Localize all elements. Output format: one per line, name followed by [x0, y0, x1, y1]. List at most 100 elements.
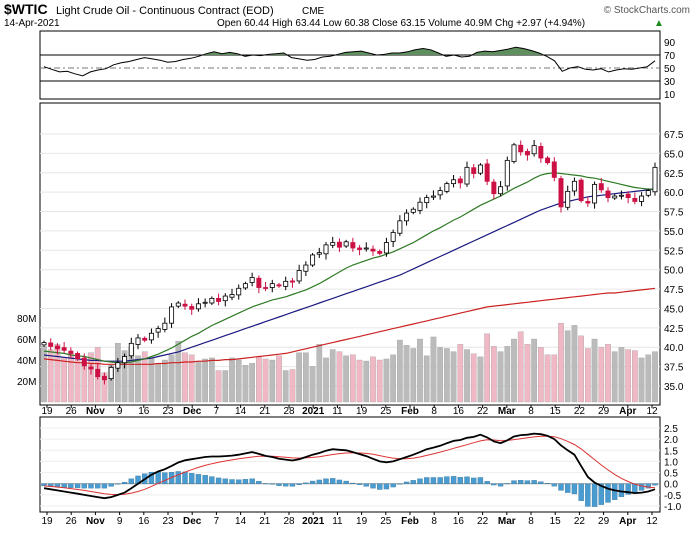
candle-body	[457, 178, 463, 184]
x-axis-label: 8	[528, 516, 534, 527]
volume-bar	[370, 356, 376, 403]
candle	[323, 242, 329, 260]
x-axis-label: 21	[259, 516, 271, 527]
volume-tick-label: 40M	[17, 356, 36, 367]
volume-bar	[68, 353, 74, 403]
macd-histogram-bar	[450, 476, 457, 484]
volume-bar	[430, 336, 437, 403]
x-axis-label: 7	[214, 406, 220, 417]
candle	[612, 194, 618, 200]
candle-body	[545, 157, 551, 164]
macd-histogram-bar	[558, 483, 564, 491]
x-axis-lower: 19 26 Nov 9 16 23 Dec 7 14 21 28 2021 11 19 25 Feb 8 16 22…	[41, 512, 658, 527]
volume-bar	[632, 350, 638, 403]
candle	[216, 293, 222, 306]
macd-histogram-bar	[497, 483, 504, 487]
x-axis-label: 16	[138, 516, 150, 527]
volume-bar	[74, 359, 81, 403]
candle-body	[175, 302, 181, 307]
candle	[336, 238, 342, 252]
candle-body	[263, 287, 269, 289]
chart-header: $WTIC Light Crude Oil - Continuous Contr…	[4, 1, 690, 29]
exchange-label: CME	[302, 6, 325, 17]
watermark: © StockCharts.com	[604, 5, 690, 16]
candle-body	[48, 342, 54, 347]
macd-histogram-bar	[598, 483, 604, 505]
candle-body	[410, 208, 416, 213]
candle-body	[639, 195, 645, 202]
candle-body	[370, 248, 376, 252]
macd-histogram-bar	[538, 481, 544, 484]
candle-body	[310, 254, 316, 266]
price-tick-label: 50.0	[664, 266, 684, 277]
candle-body	[256, 277, 262, 288]
candle-body	[498, 186, 504, 195]
candle	[142, 336, 148, 343]
volume-bar	[437, 347, 443, 403]
volume-bar	[215, 370, 222, 403]
candle	[202, 298, 208, 308]
candle-body	[477, 164, 483, 174]
candle	[61, 341, 67, 354]
candle-body	[471, 167, 477, 174]
instrument-name: Light Crude Oil - Continuous Contract (E…	[56, 5, 274, 17]
macd-histogram-bar	[343, 480, 349, 484]
candle-body	[417, 201, 423, 211]
macd-histogram-bar	[155, 471, 161, 484]
x-axis-label: Nov	[86, 516, 105, 527]
volume-bar	[517, 331, 524, 403]
macd-histogram-bar	[645, 483, 651, 489]
candle-body	[437, 190, 443, 196]
volume-bar	[356, 359, 363, 403]
candle	[618, 190, 624, 200]
candle	[471, 163, 477, 179]
candle	[330, 236, 336, 249]
x-axis-label: 19	[356, 406, 368, 417]
macd-histogram-bar	[397, 483, 403, 485]
candle	[276, 282, 282, 288]
candle	[632, 192, 638, 205]
candle	[417, 197, 423, 215]
x-axis-label: 16	[453, 516, 465, 527]
candle	[95, 363, 101, 380]
macd-histogram-bar	[209, 476, 215, 484]
candle-body	[216, 297, 222, 302]
macd-histogram-bar	[437, 477, 443, 484]
macd-histogram-bar	[417, 478, 423, 484]
volume-bar	[410, 348, 417, 403]
candle	[108, 365, 114, 381]
macd-histogram-bar	[88, 483, 94, 489]
candle-body	[451, 179, 457, 185]
volume-bar	[564, 330, 571, 403]
candle-body	[491, 181, 497, 195]
volume-bar	[343, 355, 349, 403]
volume-bar	[262, 358, 269, 403]
candle-body	[316, 252, 322, 255]
macd-tick-label: 2.5	[664, 424, 678, 435]
x-axis-label: Nov	[86, 406, 105, 417]
macd-histogram-bar	[222, 478, 228, 484]
x-axis-label: Apr	[619, 516, 636, 527]
x-axis-label: 2021	[302, 406, 325, 417]
volume-bar	[329, 349, 336, 403]
candle	[477, 163, 483, 176]
candle	[175, 301, 181, 309]
candle-body	[377, 251, 383, 254]
x-axis-label: Feb	[401, 516, 419, 527]
candle-body	[444, 183, 450, 192]
x-axis-label: 11	[332, 406, 343, 417]
macd-histogram-bar	[323, 478, 329, 484]
candle-body	[484, 163, 490, 182]
volume-bar	[282, 370, 289, 403]
macd-panel: 2.52.01.51.00.50.0-0.5-1.0	[39, 416, 682, 513]
volume-bar	[531, 338, 537, 403]
macd-histogram-bar	[565, 483, 571, 493]
volume-bar	[618, 347, 625, 403]
candle-body	[357, 247, 363, 250]
candle-body	[524, 151, 530, 156]
macd-histogram-bar	[424, 477, 430, 484]
candle	[343, 239, 349, 248]
candle	[370, 245, 376, 256]
volume-bar	[652, 351, 658, 403]
candle	[484, 159, 490, 186]
